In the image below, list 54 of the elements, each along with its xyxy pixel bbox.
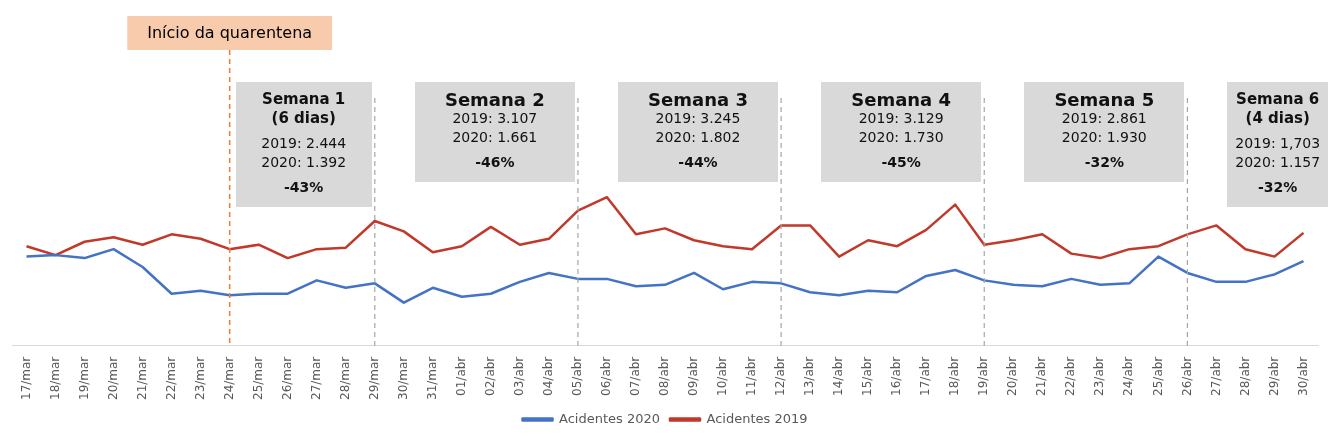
x-tick-label: 19/abr	[976, 356, 991, 396]
x-tick-label: 16/abr	[889, 356, 904, 396]
x-tick-label: 24/mar	[221, 356, 236, 401]
x-tick-label: 18/abr	[947, 356, 962, 396]
x-tick-label: 17/mar	[18, 356, 33, 401]
x-tick-label: 14/abr	[831, 356, 846, 396]
x-tick-label: 28/abr	[1237, 356, 1252, 396]
x-tick-label: 20/abr	[1005, 356, 1020, 396]
x-tick-label: 07/abr	[628, 356, 643, 396]
x-tick-label: 17/abr	[918, 356, 933, 396]
callout-box: Semana 5 2019: 2.861 2020: 1.930 -32%	[1024, 82, 1185, 182]
x-tick-label: 27/mar	[308, 356, 323, 401]
x-tick-label: 06/abr	[599, 356, 614, 396]
legend-label: Acidentes 2020	[559, 410, 660, 426]
x-tick-label: 24/abr	[1121, 356, 1136, 396]
x-tick-label: 26/mar	[279, 356, 294, 401]
x-tick-label: 25/mar	[250, 356, 265, 401]
x-tick-label: 04/abr	[541, 356, 556, 396]
callout-box: Semana 1 (6 dias) 2019: 2.444 2020: 1.392 -43%	[235, 82, 372, 207]
legend-label: Acidentes 2019	[706, 410, 808, 426]
x-tick-label: 12/abr	[773, 356, 788, 396]
x-tick-label: 13/abr	[802, 356, 817, 396]
callout-box: Semana 2 2019: 3.107 2020: 1.661 -46%	[414, 82, 575, 182]
x-tick-label: 10/abr	[715, 356, 730, 396]
x-tick-label: 05/abr	[570, 356, 585, 396]
x-tick-label: 30/mar	[395, 356, 410, 401]
x-tick-label: 19/mar	[76, 356, 91, 401]
callout-box: Semana 3 2019: 3.245 2020: 1.802 -44%	[617, 82, 779, 182]
ref-line-label: Início da quarentena	[147, 23, 313, 43]
x-tick-label: 21/abr	[1034, 356, 1049, 396]
x-tick-label: 15/abr	[860, 356, 875, 396]
x-tick-label: 18/mar	[47, 356, 62, 401]
x-tick-label: 21/mar	[134, 356, 149, 401]
x-tick-label: 23/abr	[1092, 356, 1107, 396]
x-tick-label: 23/mar	[192, 356, 207, 401]
x-tick-label: 31/mar	[424, 356, 439, 401]
x-tick-label: 20/mar	[105, 356, 120, 401]
x-tick-label: 22/abr	[1063, 356, 1078, 396]
x-tick-label: 09/abr	[686, 356, 701, 396]
x-tick-label: 03/abr	[512, 356, 527, 396]
x-tick-label: 30/abr	[1295, 356, 1310, 396]
x-tick-label: 11/abr	[744, 356, 759, 396]
x-tick-label: 26/abr	[1179, 356, 1194, 396]
x-tick-label: 28/mar	[337, 356, 352, 401]
x-tick-label: 08/abr	[657, 356, 672, 396]
x-tick-label: 27/abr	[1208, 356, 1223, 396]
x-tick-label: 01/abr	[453, 356, 468, 396]
callout-box: Semana 4 2019: 3.129 2020: 1.730 -45%	[821, 82, 982, 182]
x-tick-label: 02/abr	[482, 356, 497, 396]
x-tick-label: 29/abr	[1266, 356, 1281, 396]
x-tick-label: 29/mar	[366, 356, 381, 401]
callout-box: Semana 6 (4 dias) 2019: 1,703 2020: 1.157 -32%	[1227, 82, 1328, 207]
x-tick-label: 22/mar	[163, 356, 178, 401]
x-tick-label: 25/abr	[1150, 356, 1165, 396]
